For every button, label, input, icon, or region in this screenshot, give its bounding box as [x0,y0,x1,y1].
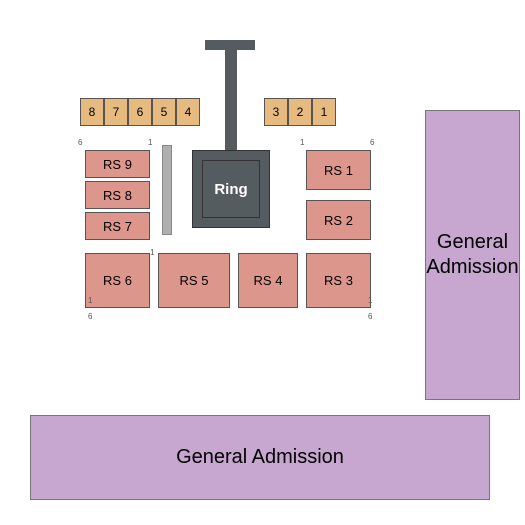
rs-section[interactable]: RS 8 [85,181,150,209]
row-marker: 1 [148,138,152,147]
rs-section[interactable]: RS 6 [85,253,150,308]
barrier [162,145,172,235]
numbox[interactable]: 7 [104,98,128,126]
rs-section[interactable]: RS 5 [158,253,230,308]
ga-right[interactable]: General Admission [425,110,520,400]
row-marker: 1 [300,138,304,147]
row-marker: 1 [88,296,92,305]
row-marker: 6 [88,312,92,321]
row-marker: 6 [370,138,374,147]
row-marker: 6 [78,138,82,147]
numbox[interactable]: 4 [176,98,200,126]
rs-section[interactable]: RS 2 [306,200,371,240]
ring: Ring [202,160,260,218]
rs-section[interactable]: RS 7 [85,212,150,240]
ga-bottom[interactable]: General Admission [30,415,490,500]
row-marker: 6 [368,312,372,321]
numbox[interactable]: 1 [312,98,336,126]
numbox[interactable]: 3 [264,98,288,126]
rs-section[interactable]: RS 3 [306,253,371,308]
row-marker: 1 [150,248,154,257]
numbox[interactable]: 2 [288,98,312,126]
numbox[interactable]: 6 [128,98,152,126]
ring-stem-top [205,40,255,50]
row-marker: 1 [368,296,372,305]
rs-section[interactable]: RS 9 [85,150,150,178]
numbox[interactable]: 5 [152,98,176,126]
rs-section[interactable]: RS 1 [306,150,371,190]
ring-stem [225,50,237,150]
numbox[interactable]: 8 [80,98,104,126]
rs-section[interactable]: RS 4 [238,253,298,308]
